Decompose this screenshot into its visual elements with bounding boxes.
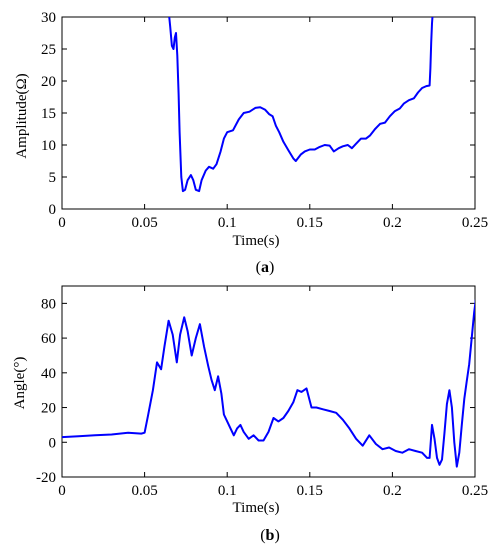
x-tick-label: 0.15	[297, 483, 323, 499]
y-tick-label: 0	[49, 202, 57, 218]
y-tick-label: 5	[49, 170, 57, 186]
caption-open: (	[260, 527, 265, 544]
angle-series-line	[62, 298, 475, 468]
panel-caption: (a)	[256, 259, 275, 276]
y-tick-label: 15	[41, 106, 56, 122]
x-axis-label: Time(s)	[233, 500, 280, 516]
caption-close: )	[269, 259, 274, 276]
x-axis: 0 0.05 0.1 0.15 0.2 0.25	[58, 17, 488, 231]
x-tick-label: 0.2	[383, 483, 402, 499]
y-tick-label: -20	[36, 470, 56, 486]
caption-letter: b	[266, 527, 275, 544]
x-axis-label: Time(s)	[233, 233, 280, 249]
x-tick-label: 0.15	[297, 215, 323, 231]
x-tick-label: 0	[58, 483, 66, 499]
plot-frame	[61, 285, 476, 478]
y-tick-label: 30	[41, 10, 56, 26]
x-tick-label: 0	[58, 215, 66, 231]
y-tick-label: 0	[49, 435, 57, 451]
x-tick-label: 0.25	[462, 483, 488, 499]
y-tick-label: 80	[41, 296, 56, 312]
x-tick-label: 0.05	[131, 215, 157, 231]
y-tick-label: 60	[41, 331, 56, 347]
y-axis: -20 0 20 40 60 80	[36, 296, 475, 486]
y-tick-label: 20	[41, 401, 56, 417]
panel-caption: (b)	[260, 527, 280, 544]
x-tick-label: 0.1	[218, 215, 237, 231]
y-tick-label: 40	[41, 366, 56, 382]
x-tick-label: 0.25	[462, 215, 488, 231]
caption-open: (	[256, 259, 261, 276]
y-tick-label: 10	[41, 138, 56, 154]
caption-close: )	[274, 527, 279, 544]
x-tick-label: 0.1	[218, 483, 237, 499]
amplitude-chart: 0 0.05 0.1 0.15 0.2 0.25 0 5 10 15 20 25 30 Time(s)…	[14, 10, 488, 276]
amplitude-series-line	[168, 17, 434, 193]
caption-letter: a	[261, 259, 269, 276]
y-axis-label: Angle(°)	[12, 357, 28, 410]
x-axis: 0 0.05 0.1 0.15 0.2 0.25	[58, 286, 488, 499]
x-tick-label: 0.05	[131, 483, 157, 499]
y-axis-label: Amplitude(Ω)	[14, 73, 30, 158]
y-tick-label: 25	[41, 42, 56, 58]
y-axis: 0 5 10 15 20 25 30	[41, 10, 475, 218]
x-tick-label: 0.2	[383, 215, 402, 231]
y-tick-label: 20	[41, 74, 56, 90]
